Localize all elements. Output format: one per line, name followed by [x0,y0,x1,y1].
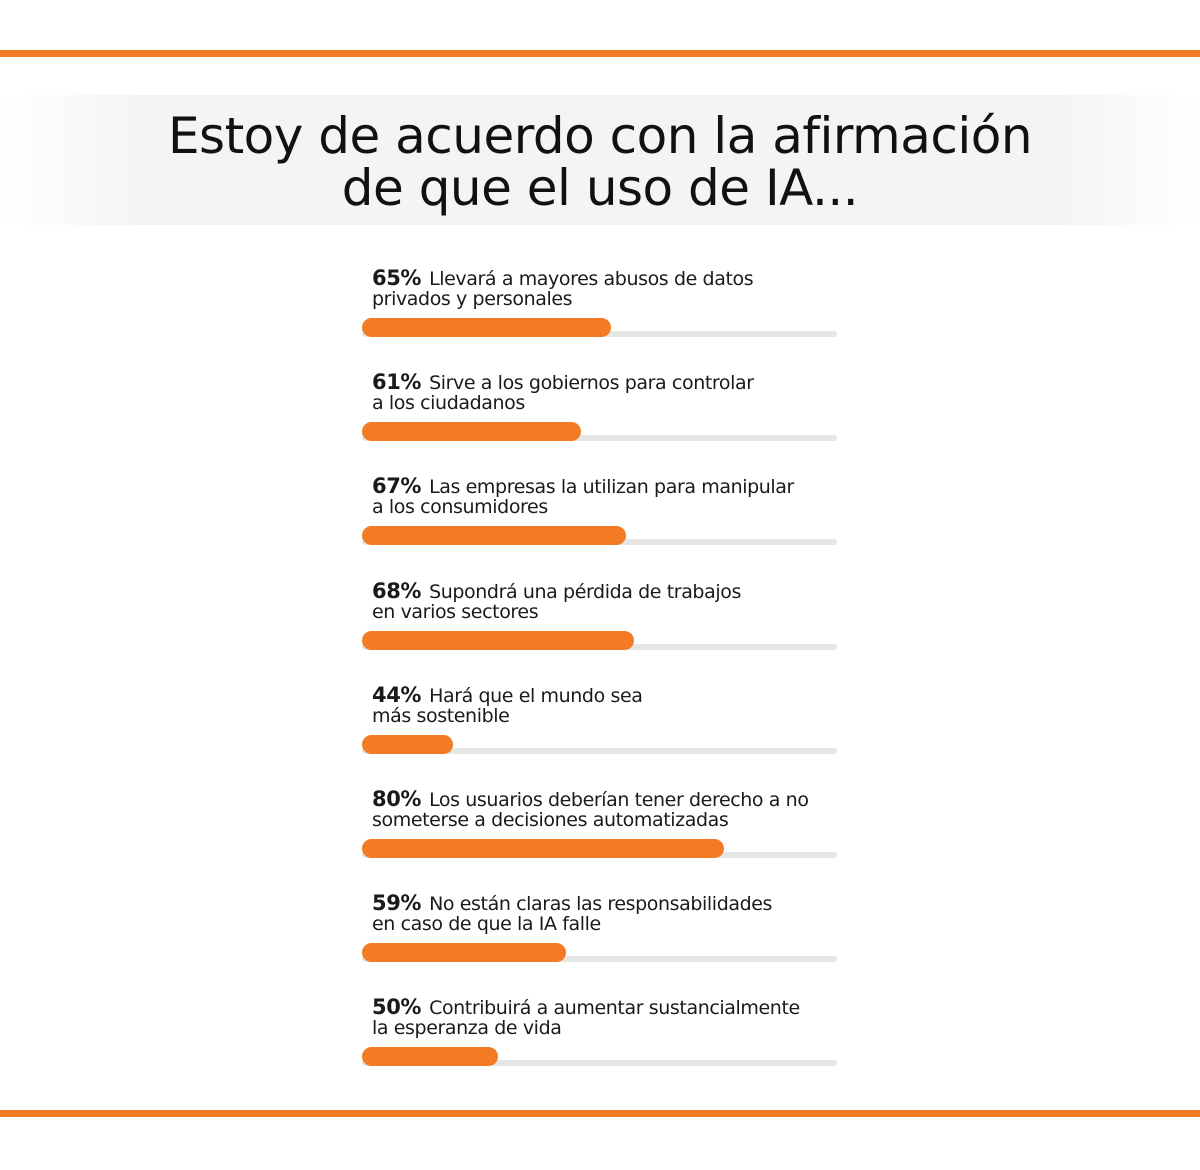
data-label: 61% [372,370,422,395]
bar-label: 80% Los usuarios deberían tener derecho a… [372,787,842,831]
bar [362,734,453,754]
category-label-line-2: más sostenible [372,704,510,727]
category-label-line-2: a los ciudadanos [372,392,525,415]
bar [362,1047,498,1067]
bar [362,422,581,442]
bar [362,630,634,650]
data-label: 59% [372,891,422,916]
bar-label: 65% Llevará a mayores abusos de datos priv… [372,266,842,310]
bar-label: 50% Contribuirá a aumentar sustancialment… [372,995,842,1040]
category-label-line-2: en varios sectores [372,600,539,623]
category-label-line-1: Los usuarios deberían tener derecho a no [429,789,809,811]
bar-track [362,956,837,963]
category-label-line-1: Contribuirá a aumentar sustancialmente [429,997,800,1020]
top-rule [0,50,1200,57]
bar [362,943,566,963]
bar-label: 67% Las empresas la utilizan para manipul… [372,474,842,519]
category-label-line-1: Llevará a mayores abusos de datos [429,268,754,290]
data-label: 67% [372,474,422,499]
title-line-2: de que el uso de IA... [341,159,859,217]
bar-label: 44% Hará que el mundo sea más sostenible [372,682,842,727]
data-label: 68% [372,578,422,603]
data-label: 50% [372,995,422,1020]
bar-track [362,747,837,754]
data-label: 65% [372,266,422,290]
category-label-line-2: la esperanza de vida [372,1017,562,1040]
title-band [0,95,1200,225]
category-label-line-2: someterse a decisiones automatizadas [372,809,729,831]
bar-label: 68% Supondrá una pérdida de trabajos en va… [372,578,842,623]
category-label-line-1: Supondrá una pérdida de trabajos [429,580,741,603]
category-label-line-2: a los consumidores [372,496,548,519]
category-label-line-2: privados y personales [372,288,573,310]
category-label-line-2: en caso de que la IA falle [372,913,601,936]
data-label: 44% [372,682,422,707]
category-label-line-1: Las empresas la utilizan para manipular [429,476,794,499]
bar [362,526,627,546]
bar-track [362,1060,837,1067]
data-label: 80% [372,787,422,811]
category-label-line-1: Sirve a los gobiernos para controlar [429,372,754,395]
bar [362,318,612,337]
bar-label: 59% No están claras las responsabilidades… [372,891,842,936]
bar [362,839,725,858]
chart-title: Estoy de acuerdo con la afirmación de qu… [0,110,1200,214]
category-label-line-1: Hará que el mundo sea [429,684,643,707]
category-label-line-1: No están claras las responsabilidades [429,893,773,916]
bar-label: 61% Sirve a los gobiernos para controlar a… [372,370,842,415]
bar-track [362,435,837,442]
title-line-1: Estoy de acuerdo con la afirmación [167,107,1033,165]
bottom-rule [0,1110,1200,1117]
